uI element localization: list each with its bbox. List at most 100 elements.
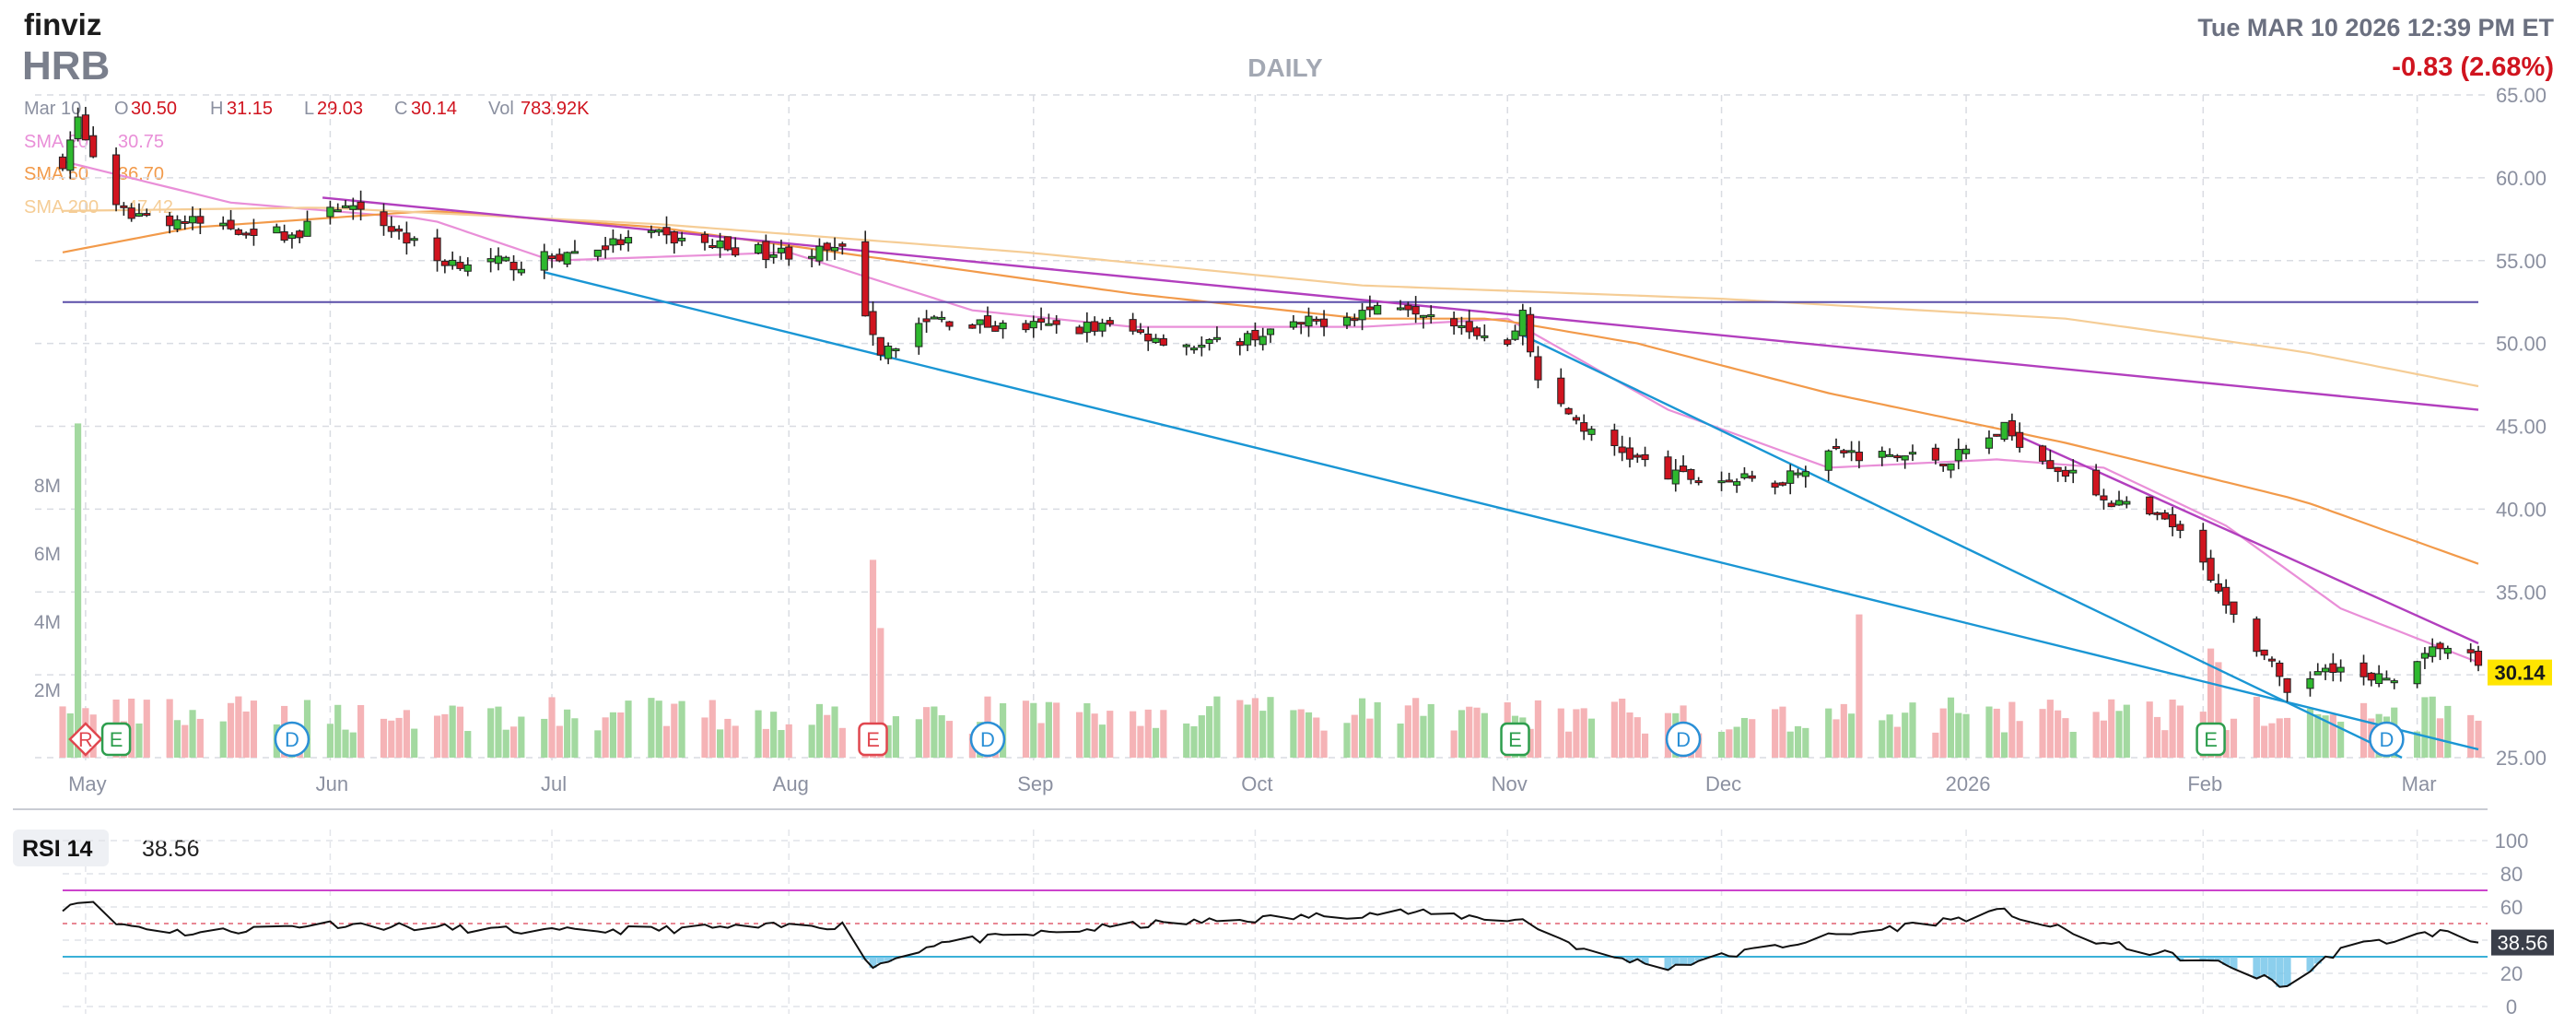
event-marker-e[interactable]: E bbox=[1500, 722, 1530, 757]
candle-body bbox=[2230, 601, 2238, 615]
event-marker-e[interactable]: E bbox=[100, 722, 132, 757]
volume-bar bbox=[1137, 725, 1144, 758]
candle-body bbox=[2359, 662, 2368, 677]
volume-bar bbox=[1557, 708, 1564, 758]
volume-axis-label: 2M bbox=[34, 680, 61, 701]
candle-body bbox=[1320, 318, 1329, 327]
candle-body bbox=[1458, 324, 1466, 328]
candle-body bbox=[326, 206, 334, 218]
event-marker-d[interactable]: D bbox=[969, 721, 1006, 758]
candle-body bbox=[1954, 449, 1962, 462]
volume-bar bbox=[1466, 706, 1473, 758]
event-marker-e[interactable]: E bbox=[858, 722, 888, 757]
rsi-label-box[interactable] bbox=[13, 830, 109, 866]
event-marker-label: E bbox=[110, 728, 123, 751]
volume-bar bbox=[388, 720, 395, 758]
candle-body bbox=[861, 241, 870, 317]
candle-body bbox=[1411, 306, 1420, 315]
event-marker-r[interactable]: R bbox=[68, 722, 103, 757]
volume-bar bbox=[487, 708, 495, 758]
trendlines[interactable] bbox=[63, 196, 2479, 759]
volume-bar bbox=[2062, 718, 2069, 758]
candle-body bbox=[670, 231, 678, 244]
volume-bar bbox=[1641, 733, 1649, 758]
candle-body bbox=[173, 219, 181, 230]
volume-bar bbox=[1183, 723, 1190, 758]
volume-bar bbox=[1939, 708, 1947, 758]
candle-body bbox=[1342, 316, 1352, 326]
candle-body bbox=[1786, 470, 1795, 484]
volume-bar bbox=[1802, 727, 1809, 758]
candle-body bbox=[1610, 430, 1619, 446]
candle-body bbox=[593, 249, 602, 257]
volume-bar bbox=[349, 732, 357, 758]
event-marker-d[interactable]: D bbox=[274, 721, 310, 758]
candle-body bbox=[380, 211, 388, 227]
candle-body bbox=[938, 316, 946, 320]
sma-line-sma20 bbox=[62, 159, 2479, 664]
volume-bar bbox=[556, 725, 563, 758]
sma200-legend-label: SMA 200 bbox=[24, 197, 99, 218]
rsi-label[interactable]: RSI 14 bbox=[22, 836, 93, 862]
volume-bar bbox=[2000, 732, 2008, 758]
event-marker-d[interactable]: D bbox=[2369, 721, 2405, 758]
low-value: 29.03 bbox=[317, 99, 363, 119]
candle-body bbox=[112, 154, 121, 206]
candle-body bbox=[120, 205, 128, 208]
candle-body bbox=[2146, 496, 2154, 515]
candle-body bbox=[716, 240, 724, 249]
x-axis-label: Sep bbox=[1017, 772, 1053, 795]
candle-body bbox=[502, 256, 510, 262]
volume-bar bbox=[2115, 711, 2123, 758]
price-change: -0.83 (2.68%) bbox=[2392, 53, 2554, 82]
volume-bar bbox=[1886, 714, 1893, 758]
volume-bar bbox=[456, 706, 464, 758]
candle-body bbox=[570, 251, 580, 254]
rsi-axis-label: 20 bbox=[2500, 962, 2523, 985]
high-label: H bbox=[210, 99, 223, 119]
event-marker-e[interactable]: E bbox=[2195, 722, 2226, 757]
volume-bar bbox=[181, 724, 189, 758]
volume-bar bbox=[2322, 715, 2329, 758]
volume-bar bbox=[938, 714, 945, 758]
candle-body bbox=[678, 237, 686, 241]
candle-body bbox=[991, 325, 1000, 332]
event-marker-d[interactable]: D bbox=[1665, 721, 1702, 758]
volume-bar bbox=[770, 712, 778, 758]
volume-bar bbox=[1290, 710, 1297, 758]
candle-body bbox=[219, 222, 228, 227]
volume-bar bbox=[2146, 701, 2153, 758]
brand-logo[interactable]: finviz bbox=[24, 7, 101, 41]
candle-body bbox=[2474, 650, 2483, 666]
candle-body bbox=[166, 215, 174, 227]
candle-body bbox=[1901, 455, 1909, 461]
candle-body bbox=[723, 236, 732, 251]
volume-bar bbox=[1236, 700, 1244, 758]
candle-body bbox=[1472, 327, 1481, 336]
candle-body bbox=[1908, 452, 1917, 455]
volume-bar bbox=[1198, 715, 1205, 758]
candle-body bbox=[1557, 377, 1565, 405]
candle-body bbox=[1305, 315, 1313, 327]
volume-bar bbox=[1358, 698, 1366, 758]
volume-bar bbox=[2306, 708, 2314, 758]
volume-bar bbox=[326, 724, 334, 758]
candle-body bbox=[838, 243, 847, 247]
volume-bar bbox=[548, 697, 556, 758]
volume-bar bbox=[1366, 718, 1374, 758]
volume-bar bbox=[1404, 705, 1411, 758]
candle-body bbox=[609, 238, 617, 246]
volume-bar bbox=[1343, 723, 1351, 758]
volume-bar bbox=[173, 720, 181, 758]
candle-body bbox=[509, 262, 518, 271]
candle-body bbox=[410, 238, 418, 241]
candle-body bbox=[1427, 314, 1435, 318]
volume-bar bbox=[923, 707, 931, 758]
volume-bar bbox=[617, 712, 625, 758]
candle-body bbox=[1641, 453, 1649, 461]
price-axis-label: 60.00 bbox=[2496, 167, 2547, 190]
candle-body bbox=[1947, 463, 1955, 471]
candle-body bbox=[1794, 472, 1802, 476]
